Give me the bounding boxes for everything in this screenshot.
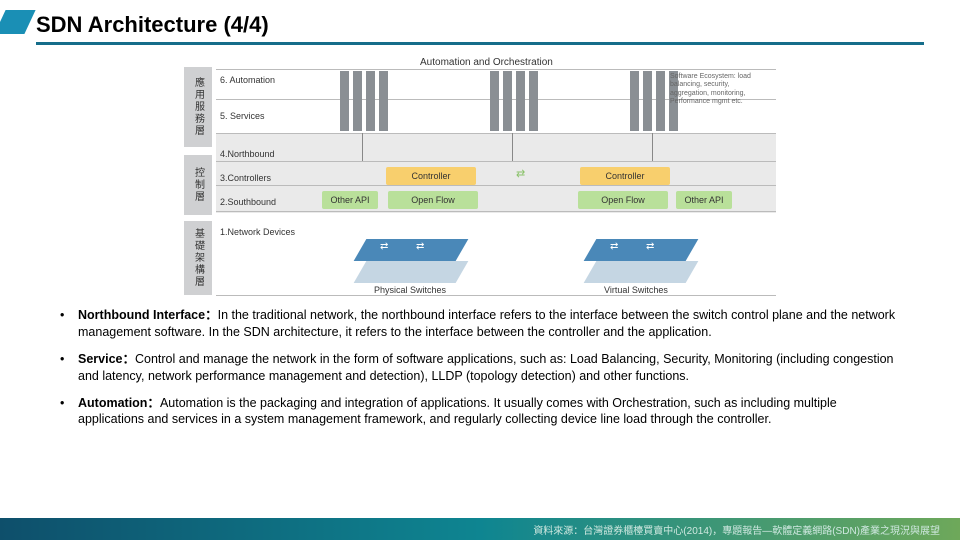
controller-link-icon: ⇄ bbox=[516, 167, 525, 180]
service-bar bbox=[366, 71, 375, 131]
service-bar bbox=[340, 71, 349, 131]
row-label: 5. Services bbox=[220, 111, 265, 121]
plate-top bbox=[584, 239, 699, 261]
service-bar bbox=[656, 71, 665, 131]
service-bars bbox=[340, 71, 388, 131]
connector-line bbox=[512, 133, 513, 161]
bullet-item: Northbound Interface：In the traditional … bbox=[60, 307, 900, 341]
row-label: 4.Northbound bbox=[220, 149, 275, 159]
row-line bbox=[216, 211, 776, 212]
row-label: 2.Southbound bbox=[220, 197, 276, 207]
row-line bbox=[216, 295, 776, 296]
title-accent bbox=[0, 10, 36, 34]
arrow-icon: ⇄ bbox=[380, 241, 388, 252]
bullet-text: Automation is the packaging and integrat… bbox=[78, 396, 837, 427]
row-label: 1.Network Devices bbox=[220, 227, 295, 237]
southbound-box: Other API bbox=[322, 191, 378, 209]
bullet-lead: Northbound Interface： bbox=[78, 308, 218, 322]
arrow-icon: ⇄ bbox=[646, 241, 654, 252]
page-title: SDN Architecture (4/4) bbox=[36, 12, 269, 38]
service-bar bbox=[353, 71, 362, 131]
service-bar bbox=[643, 71, 652, 131]
southbound-box: Other API bbox=[676, 191, 732, 209]
row-label: 3.Controllers bbox=[220, 173, 271, 183]
service-bar bbox=[503, 71, 512, 131]
plate-top bbox=[354, 239, 469, 261]
footer-citation: 資料來源：台灣證券櫃檯買賣中心(2014)，專題報告—軟體定義網路(SDN)產業… bbox=[0, 518, 960, 540]
ecosystem-text: Software Ecosystem: load balancing, secu… bbox=[670, 73, 770, 107]
bullet-list: Northbound Interface：In the traditional … bbox=[60, 307, 900, 428]
controller-box: Controller bbox=[580, 167, 670, 185]
bullet-lead: Automation： bbox=[78, 396, 160, 410]
switch-plate: ⇄⇄ bbox=[360, 239, 462, 283]
arrow-icon: ⇄ bbox=[610, 241, 618, 252]
plate-bottom bbox=[584, 261, 699, 283]
connector-line bbox=[652, 133, 653, 161]
row-line bbox=[216, 161, 776, 162]
side-label: 控制層 bbox=[184, 155, 212, 215]
bullet-item: Service：Control and manage the network i… bbox=[60, 351, 900, 385]
connector-line bbox=[362, 133, 363, 161]
service-bar bbox=[630, 71, 639, 131]
row-line bbox=[216, 69, 776, 70]
side-label: 基礎架構層 bbox=[184, 221, 212, 295]
service-bar bbox=[529, 71, 538, 131]
plate-label: Virtual Switches bbox=[604, 285, 668, 295]
diagram-top-label: Automation and Orchestration bbox=[420, 57, 553, 68]
service-bars bbox=[490, 71, 538, 131]
side-label: 應用服務層 bbox=[184, 67, 212, 147]
row-label: 6. Automation bbox=[220, 75, 275, 85]
row-line bbox=[216, 185, 776, 186]
bullet-text: Control and manage the network in the fo… bbox=[78, 352, 894, 383]
plate-label: Physical Switches bbox=[374, 285, 446, 295]
bullet-item: Automation：Automation is the packaging a… bbox=[60, 395, 900, 429]
controller-box: Controller bbox=[386, 167, 476, 185]
service-bar bbox=[516, 71, 525, 131]
service-bar bbox=[379, 71, 388, 131]
title-rule bbox=[36, 42, 924, 45]
bullet-lead: Service： bbox=[78, 352, 135, 366]
row-line bbox=[216, 133, 776, 134]
southbound-box: Open Flow bbox=[388, 191, 478, 209]
plate-bottom bbox=[354, 261, 469, 283]
southbound-box: Open Flow bbox=[578, 191, 668, 209]
arrow-icon: ⇄ bbox=[416, 241, 424, 252]
service-bar bbox=[490, 71, 499, 131]
switch-plate: ⇄⇄ bbox=[590, 239, 692, 283]
sdn-diagram: Automation and Orchestration 應用服務層控制層基礎架… bbox=[160, 55, 800, 301]
